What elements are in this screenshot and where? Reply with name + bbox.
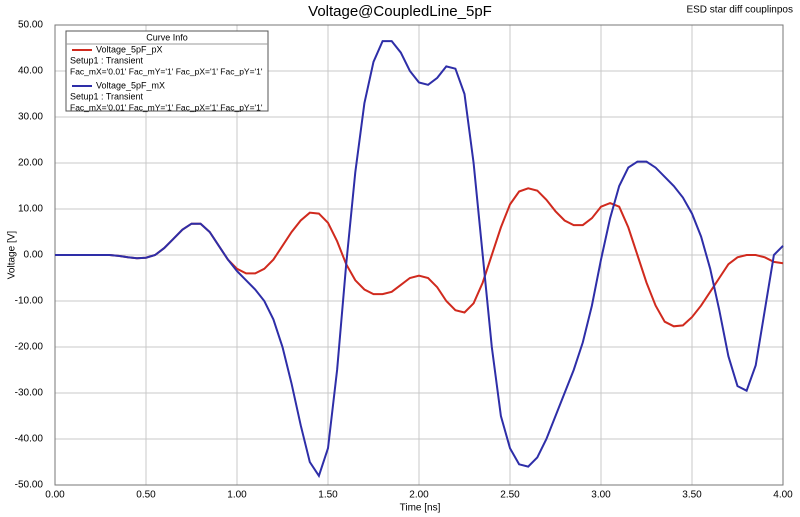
y-axis-label: Voltage [V] [7, 231, 18, 280]
x-tick-label: 0.50 [136, 490, 156, 501]
y-tick-label: -40.00 [15, 434, 44, 445]
y-tick-label: 50.00 [18, 20, 43, 31]
x-tick-label: 2.00 [409, 490, 429, 501]
legend-title: Curve Info [146, 32, 188, 42]
legend-setup: Setup1 : Transient [70, 91, 144, 101]
chart-title: Voltage@CoupledLine_5pF [308, 3, 492, 20]
x-axis-label: Time [ns] [400, 503, 441, 514]
y-tick-label: -20.00 [15, 342, 44, 353]
y-tick-label: -10.00 [15, 296, 44, 307]
x-tick-label: 0.00 [45, 490, 65, 501]
legend-factors: Fac_mX='0.01' Fac_mY='1' Fac_pX='1' Fac_… [70, 66, 263, 76]
x-tick-label: 3.00 [591, 490, 611, 501]
x-tick-label: 1.00 [227, 490, 247, 501]
y-tick-label: 20.00 [18, 158, 43, 169]
x-tick-label: 2.50 [500, 490, 520, 501]
chart-subtitle: ESD star diff couplinpos [686, 5, 793, 16]
y-tick-label: -50.00 [15, 480, 44, 491]
x-tick-label: 4.00 [773, 490, 793, 501]
x-tick-label: 1.50 [318, 490, 338, 501]
plot-area: -50.00 -40.00 -30.00 -20.00 -10.00 0.00 10.00 2… [15, 20, 794, 501]
y-tick-label: 30.00 [18, 112, 43, 123]
y-tick-label: -30.00 [15, 388, 44, 399]
x-tick-label: 3.50 [682, 490, 702, 501]
y-tick-label: 10.00 [18, 204, 43, 215]
data-line [55, 40, 784, 479]
y-tick-label: 40.00 [18, 66, 43, 77]
legend-label: Voltage_5pF_pX [96, 44, 163, 54]
legend-label: Voltage_5pF_mX [96, 80, 165, 90]
legend-setup: Setup1 : Transient [70, 55, 144, 65]
y-tick-label: 0.00 [24, 250, 44, 261]
legend-factors: Fac_mX='0.01' Fac_mY='1' Fac_pX='1' Fac_… [70, 102, 263, 112]
